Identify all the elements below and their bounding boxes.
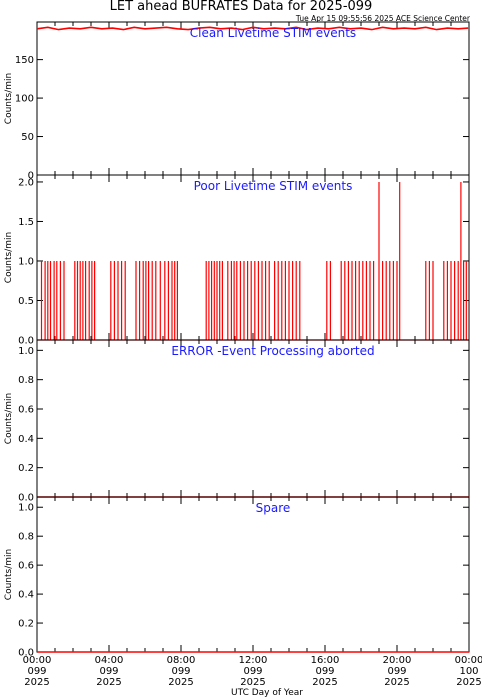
y-tick-label: 50 — [21, 132, 34, 143]
x-tick-label: 2025 — [312, 677, 337, 688]
generated-timestamp: Tue Apr 15 09:55:56 2025 ACE Science Cen… — [295, 14, 471, 23]
y-tick-label: 0.2 — [18, 619, 34, 630]
panel-3: 0.0 0.2 0.4 0.6 0.8 1.0 Counts/min ERROR -Event… — [4, 339, 470, 504]
y-tick-label: 0.6 — [18, 405, 34, 416]
x-tick-label: 2025 — [168, 677, 193, 688]
y-tick-label: 0.8 — [18, 532, 34, 543]
y-tick-label: 1.0 — [18, 346, 34, 357]
panel-title: ERROR -Event Processing aborted — [171, 344, 374, 358]
x-axis-title: UTC Day of Year — [231, 688, 303, 698]
figure-title: LET ahead BUFRATES Data for 2025-099 — [110, 0, 373, 14]
x-tick-label: 099 — [27, 666, 46, 677]
y-tick-label: 0.4 — [18, 434, 34, 445]
y-axis-title: Counts/min — [4, 232, 14, 283]
y-tick-label: 0.0 — [18, 648, 34, 659]
y-axis-title: Counts/min — [4, 393, 14, 444]
x-tick-label: 20:00 — [383, 655, 412, 666]
x-tick-label: 099 — [99, 666, 118, 677]
panel-frame — [36, 496, 470, 653]
y-tick-label: 0 — [28, 171, 34, 182]
x-tick-label: 2025 — [456, 677, 481, 688]
panel-frame — [36, 339, 470, 498]
panel-title: Clean Livetime STIM events — [190, 26, 356, 40]
y-axis-title: Counts/min — [4, 73, 14, 124]
panel-title: Spare — [256, 501, 291, 515]
panel-title: Poor Livetime STIM events — [194, 179, 353, 193]
y-tick-label: 0.0 — [18, 336, 34, 347]
y-axis-title: Counts/min — [4, 549, 14, 600]
data-series-line — [36, 26, 469, 31]
panel-frame — [36, 174, 470, 341]
x-tick-label: 099 — [387, 666, 406, 677]
y-tick-label: 0.0 — [18, 493, 34, 504]
y-tick-label: 0.2 — [18, 463, 34, 474]
panel-4: 0.0 0.2 0.4 0.6 0.8 1.0 Counts/min Spare — [4, 496, 470, 659]
y-tick-label: 0.4 — [18, 590, 34, 601]
x-tick-label: 2025 — [384, 677, 409, 688]
y-tick-label: 1.0 — [18, 503, 34, 514]
y-tick-label: 100 — [15, 94, 34, 105]
x-tick-label: 12:00 — [239, 655, 268, 666]
x-tick-label: 099 — [171, 666, 190, 677]
x-tick-label: 08:00 — [167, 655, 196, 666]
y-tick-label: 0.6 — [18, 561, 34, 572]
x-tick-label: 2025 — [96, 677, 121, 688]
x-tick-label: 00:00 — [455, 655, 482, 666]
y-tick-label: 2.0 — [18, 177, 34, 188]
x-tick-label: 04:00 — [95, 655, 124, 666]
x-tick-label: 2025 — [24, 677, 49, 688]
x-tick-label: 16:00 — [311, 655, 340, 666]
y-tick-label: 0.5 — [18, 296, 34, 307]
y-tick-label: 1.5 — [18, 217, 34, 228]
x-tick-label: 100 — [459, 666, 478, 677]
panel-frame — [36, 21, 470, 176]
x-tick-label: 2025 — [240, 677, 265, 688]
panel-2: 0.0 0.5 1.0 1.5 2.0 Counts/min Poor Livetime S… — [4, 174, 470, 347]
y-tick-label: 150 — [15, 55, 34, 66]
y-tick-label: 1.0 — [18, 256, 34, 267]
x-tick-label: 00:00 — [23, 655, 52, 666]
x-axis-labels: 00:00099202504:00099202508:00099202512:0… — [23, 655, 482, 688]
x-tick-label: 099 — [243, 666, 262, 677]
x-tick-label: 099 — [315, 666, 334, 677]
y-tick-label: 0.8 — [18, 375, 34, 386]
